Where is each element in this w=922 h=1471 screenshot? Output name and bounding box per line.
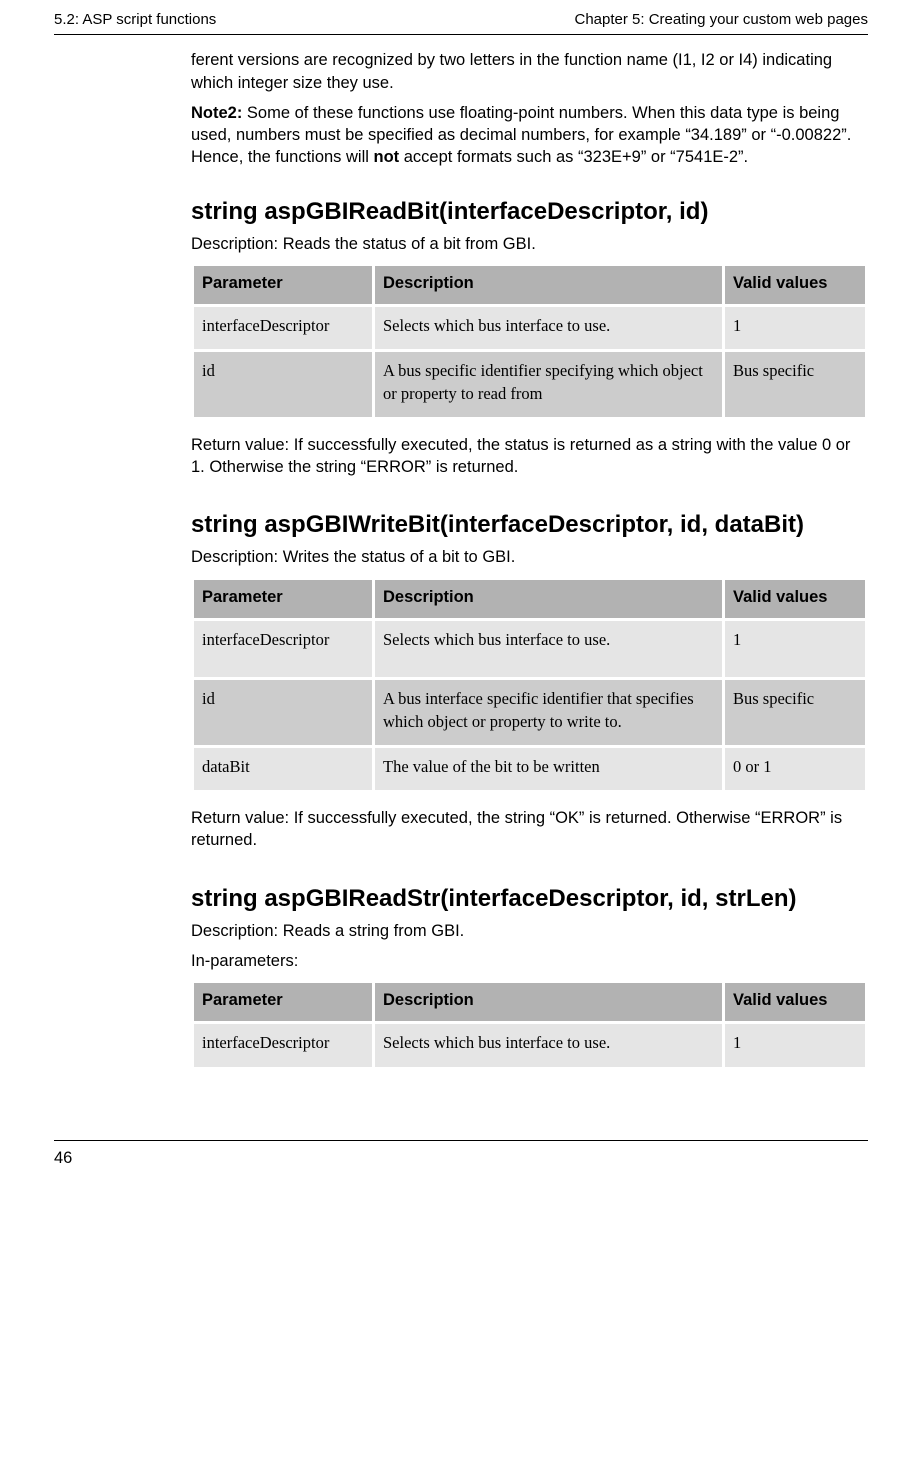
footer-area: 46 (54, 1140, 868, 1181)
table-cell: id (194, 352, 372, 417)
section-desc-1: Description: Reads the status of a bit f… (191, 233, 868, 255)
table-cell: Bus specific (725, 352, 865, 417)
header-right: Chapter 5: Creating your custom web page… (575, 10, 869, 30)
header-left: 5.2: ASP script functions (54, 10, 216, 30)
note-text-2: accept formats such as “323E+9” or “7541… (399, 148, 748, 166)
th-description: Description (375, 266, 722, 304)
table-cell: 1 (725, 1024, 865, 1066)
th-description: Description (375, 580, 722, 618)
intro-note: Note2: Some of these functions use float… (191, 102, 868, 169)
table-cell: The value of the bit to be written (375, 748, 722, 790)
page-number: 46 (54, 1147, 868, 1169)
table-cell: Selects which bus interface to use. (375, 307, 722, 349)
th-parameter: Parameter (194, 266, 372, 304)
table-cell: A bus specific identifier specifying whi… (375, 352, 722, 417)
note-label: Note2: (191, 104, 242, 122)
th-valid: Valid values (725, 983, 865, 1021)
intro-para-1: ferent versions are recognized by two le… (191, 49, 868, 94)
section-heading-3: string aspGBIReadStr(interfaceDescriptor… (191, 884, 868, 914)
table-cell: interfaceDescriptor (194, 1024, 372, 1066)
table-cell: Selects which bus interface to use. (375, 1024, 722, 1066)
section-desc-3: Description: Reads a string from GBI. (191, 920, 868, 942)
note-strong: not (374, 148, 400, 166)
table-cell: Selects which bus interface to use. (375, 621, 722, 677)
table-cell: 1 (725, 307, 865, 349)
section-extra-3: In-parameters: (191, 950, 868, 972)
th-parameter: Parameter (194, 580, 372, 618)
th-valid: Valid values (725, 266, 865, 304)
table-cell: A bus interface specific identifier that… (375, 680, 722, 745)
th-valid: Valid values (725, 580, 865, 618)
param-table-1: Parameter Description Valid values inter… (191, 263, 868, 420)
table-cell: 1 (725, 621, 865, 677)
table-cell: 0 or 1 (725, 748, 865, 790)
return-text-1: Return value: If successfully executed, … (191, 434, 868, 479)
return-text-2: Return value: If successfully executed, … (191, 807, 868, 852)
section-heading-2: string aspGBIWriteBit(interfaceDescripto… (191, 510, 868, 540)
header-rule (54, 34, 868, 35)
th-parameter: Parameter (194, 983, 372, 1021)
table-cell: dataBit (194, 748, 372, 790)
section-heading-1: string aspGBIReadBit(interfaceDescriptor… (191, 197, 868, 227)
param-table-3: Parameter Description Valid values inter… (191, 980, 868, 1070)
content-area: ferent versions are recognized by two le… (191, 49, 868, 1069)
section-desc-2: Description: Writes the status of a bit … (191, 546, 868, 568)
th-description: Description (375, 983, 722, 1021)
param-table-2: Parameter Description Valid values inter… (191, 577, 868, 793)
table-cell: id (194, 680, 372, 745)
table-cell: interfaceDescriptor (194, 621, 372, 677)
table-cell: Bus specific (725, 680, 865, 745)
table-cell: interfaceDescriptor (194, 307, 372, 349)
footer-rule (54, 1140, 868, 1141)
